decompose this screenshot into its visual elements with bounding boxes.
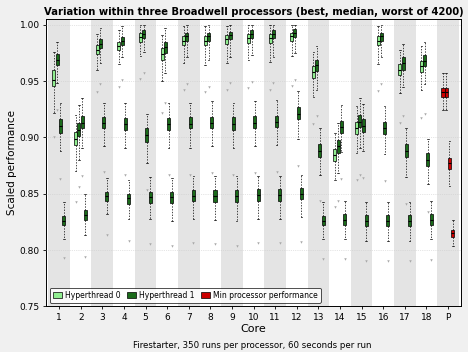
Bar: [164, 42, 167, 53]
Bar: [228, 32, 232, 39]
Bar: [161, 49, 163, 60]
Bar: [362, 119, 365, 132]
Bar: [91, 19, 113, 307]
Bar: [192, 190, 195, 201]
Bar: [254, 116, 256, 128]
Bar: [52, 70, 56, 86]
Bar: [170, 191, 173, 203]
Bar: [402, 57, 404, 70]
Bar: [343, 214, 346, 225]
Bar: [250, 30, 253, 38]
Bar: [336, 140, 340, 153]
Bar: [315, 60, 318, 71]
Bar: [105, 191, 109, 201]
Bar: [445, 88, 448, 97]
Bar: [232, 117, 235, 130]
Bar: [127, 194, 130, 204]
Bar: [80, 116, 84, 128]
Bar: [149, 191, 152, 203]
Bar: [102, 117, 105, 128]
Bar: [48, 19, 70, 307]
Bar: [142, 30, 145, 38]
Bar: [290, 33, 293, 40]
Bar: [441, 88, 445, 97]
Bar: [226, 35, 228, 44]
Bar: [448, 158, 451, 169]
Bar: [307, 19, 329, 307]
Bar: [207, 33, 210, 40]
Bar: [365, 215, 368, 226]
Bar: [59, 119, 62, 133]
Bar: [426, 153, 430, 165]
Bar: [189, 117, 192, 128]
Bar: [56, 54, 59, 65]
Bar: [430, 214, 432, 225]
Bar: [182, 36, 185, 45]
Bar: [77, 123, 80, 136]
Bar: [264, 19, 286, 307]
Bar: [275, 116, 278, 127]
Bar: [405, 144, 408, 157]
Title: Variation within three Broadwell processors (best, median, worst of 4200): Variation within three Broadwell process…: [44, 7, 463, 17]
Bar: [257, 189, 260, 201]
Bar: [204, 36, 207, 45]
Legend: Hyperthread 0, Hyperthread 1, Min processor performance: Hyperthread 0, Hyperthread 1, Min proces…: [50, 288, 321, 303]
Text: Firestarter, 350 runs per processor, 60 seconds per run: Firestarter, 350 runs per processor, 60 …: [133, 341, 372, 350]
Bar: [84, 209, 87, 220]
Bar: [95, 45, 99, 54]
Bar: [297, 107, 300, 119]
Bar: [269, 34, 271, 43]
Bar: [213, 190, 217, 202]
Bar: [74, 132, 77, 145]
Y-axis label: Scaled performance: Scaled performance: [7, 110, 17, 215]
Bar: [387, 215, 389, 226]
Bar: [318, 144, 322, 157]
Bar: [300, 188, 303, 200]
Bar: [351, 19, 373, 307]
Bar: [221, 19, 243, 307]
Bar: [380, 33, 383, 40]
Bar: [235, 190, 238, 202]
Bar: [437, 19, 459, 307]
Bar: [185, 33, 189, 40]
Bar: [167, 118, 170, 130]
Bar: [312, 67, 315, 78]
Bar: [355, 122, 358, 134]
X-axis label: Core: Core: [241, 325, 266, 334]
Bar: [124, 118, 127, 130]
Bar: [340, 120, 343, 133]
Bar: [383, 122, 386, 134]
Bar: [293, 29, 296, 37]
Bar: [451, 230, 454, 237]
Bar: [62, 216, 65, 225]
Bar: [272, 30, 275, 38]
Bar: [358, 115, 361, 127]
Bar: [139, 33, 142, 42]
Bar: [322, 216, 325, 225]
Bar: [146, 128, 148, 142]
Bar: [278, 189, 281, 201]
Bar: [333, 149, 336, 161]
Bar: [135, 19, 156, 307]
Bar: [408, 215, 411, 226]
Bar: [210, 117, 213, 128]
Bar: [398, 64, 401, 75]
Bar: [394, 19, 416, 307]
Bar: [99, 39, 102, 49]
Bar: [377, 36, 380, 45]
Bar: [420, 61, 423, 72]
Bar: [117, 42, 120, 50]
Bar: [247, 34, 250, 43]
Bar: [178, 19, 199, 307]
Bar: [121, 37, 124, 45]
Bar: [423, 55, 426, 67]
